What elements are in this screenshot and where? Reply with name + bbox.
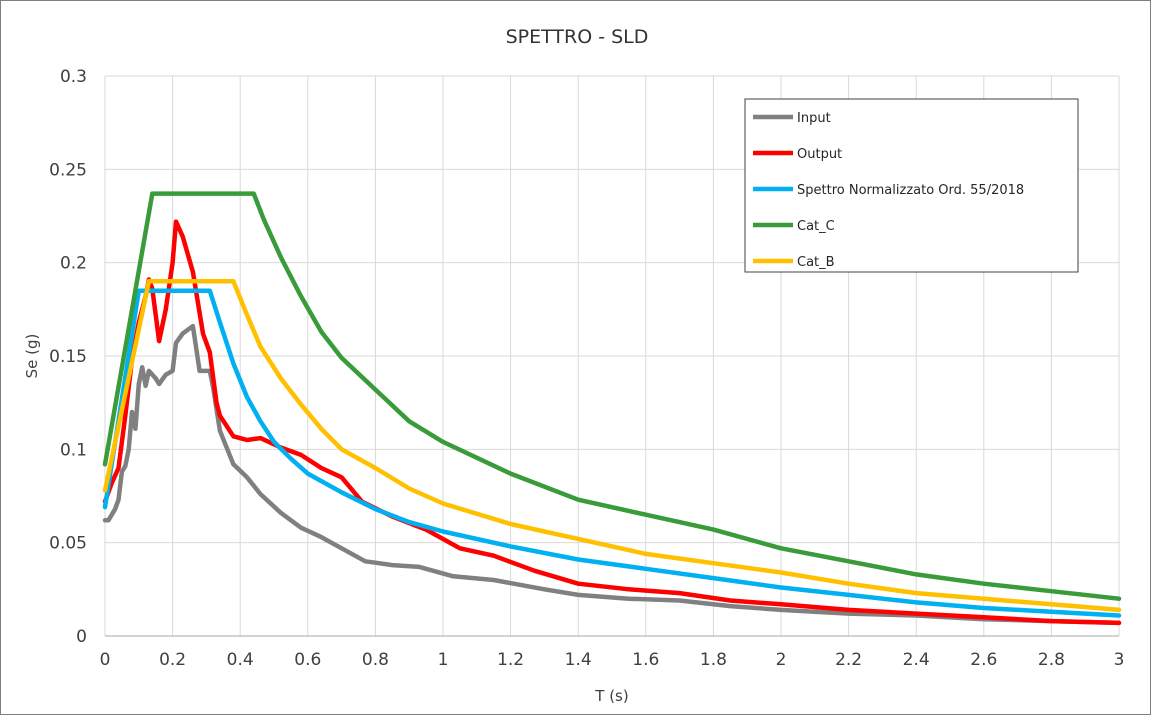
x-tick-label: 1.6 xyxy=(632,650,659,670)
x-tick-label: 1 xyxy=(438,650,449,670)
series-layer xyxy=(102,191,1122,626)
x-tick-label: 3 xyxy=(1114,650,1125,670)
x-tick-label: 0.4 xyxy=(227,650,254,670)
x-tick-label: 0 xyxy=(100,650,111,670)
y-tick-label: 0.1 xyxy=(60,440,87,460)
chart-title: SPETTRO - SLD xyxy=(506,26,649,48)
y-tick-label: 0.3 xyxy=(60,67,87,87)
x-tick-label: 2 xyxy=(776,650,787,670)
x-tick-label: 0.6 xyxy=(294,650,321,670)
legend-label: Output xyxy=(797,147,842,162)
y-tick-label: 0.2 xyxy=(60,254,87,274)
series-line-cat-b xyxy=(102,279,1122,613)
x-tick-label: 0.2 xyxy=(159,650,186,670)
legend-label: Cat_C xyxy=(797,219,835,234)
x-tick-label: 0.8 xyxy=(362,650,389,670)
y-tick-label: 0 xyxy=(76,627,87,647)
legend: Input Output Spettro Normalizzato Ord. 55/… xyxy=(744,98,1079,273)
legend-label: Cat_B xyxy=(797,255,835,270)
series-line-cat-c xyxy=(102,191,1122,601)
y-tick-label: 0.05 xyxy=(49,534,87,554)
x-tick-label: 1.2 xyxy=(497,650,524,670)
x-tick-label: 1.4 xyxy=(565,650,592,670)
x-tick-label: 2.6 xyxy=(970,650,997,670)
y-tick-label: 0.15 xyxy=(49,347,87,367)
x-tick-label: 1.8 xyxy=(700,650,727,670)
x-tick-label: 2.4 xyxy=(903,650,930,670)
legend-box xyxy=(744,98,1079,273)
x-tick-label: 2.2 xyxy=(835,650,862,670)
y-axis-title: Se (g) xyxy=(23,334,41,379)
legend-label: Input xyxy=(797,111,831,126)
series-line-spettro-normalizzato-ord-55-2018 xyxy=(102,288,1122,618)
x-axis-title: T (s) xyxy=(594,687,628,705)
y-tick-label: 0.25 xyxy=(49,160,87,180)
x-tick-label: 2.8 xyxy=(1038,650,1065,670)
series-line-input xyxy=(102,323,1122,626)
legend-label: Spettro Normalizzato Ord. 55/2018 xyxy=(797,183,1024,198)
tick-labels: 0 0.2 0.4 0.6 0.8 1 1.2 1.4 1.6 1.8 2 2.2 2.4 2.6 2.8 3… xyxy=(49,67,1124,670)
